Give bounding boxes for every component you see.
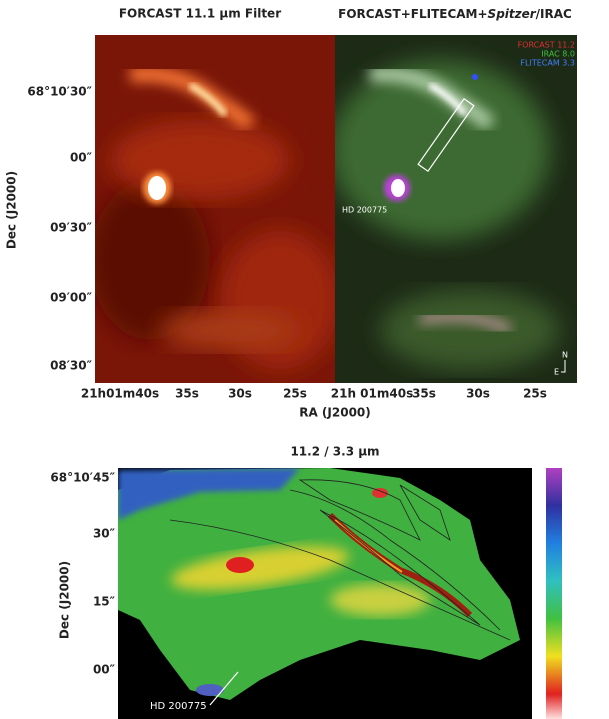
ratio-map [118, 468, 532, 719]
colorbar [546, 468, 562, 719]
x-tick-label: 35s [412, 387, 436, 401]
y-tick-label: 08′30″ [50, 359, 93, 373]
y-axis-title: Dec (J2000) [5, 171, 19, 249]
legend-entry: FORCAST 11.2 [518, 41, 575, 50]
x-tick-label: 30s [466, 387, 490, 401]
y-tick-label: 00″ [93, 663, 116, 677]
x-tick-label: 25s [283, 387, 307, 401]
panel-title: FORCAST 11.1 µm Filter [119, 7, 281, 21]
x-tick-label: 21h 01m40s [331, 387, 413, 401]
y-tick-label: 09′30″ [50, 221, 93, 235]
y-axis-title: Dec (J2000) [58, 561, 72, 639]
x-tick-label: 25s [523, 387, 547, 401]
figure: FORCAST 11.1 µm Filter FORCAST+FLITECAM+… [0, 0, 609, 719]
legend-entry: FLITECAM 3.3 [520, 59, 575, 68]
x-axis-title: RA (J2000) [299, 406, 371, 420]
forcast-image [90, 35, 340, 383]
x-tick-label: 30s [228, 387, 252, 401]
y-tick-label: 09′00″ [50, 291, 93, 305]
panel-title: 11.2 / 3.3 µm [290, 445, 379, 459]
x-tick-label: 35s [175, 387, 199, 401]
y-tick-label: 68°10′30″ [27, 85, 92, 99]
compass-north: N [562, 351, 568, 360]
y-tick-label: 15″ [93, 595, 116, 609]
y-tick-label: 30″ [93, 527, 116, 541]
compass-east: E [554, 368, 559, 377]
star-label: HD 200775 [150, 701, 207, 712]
y-tick-label: 68°10′45″ [50, 471, 115, 485]
panel-title: FORCAST+FLITECAM+Spitzer/IRAC [338, 7, 572, 21]
star-label: HD 200775 [342, 206, 387, 215]
y-tick-label: 00″ [70, 151, 93, 165]
x-tick-label: 21h01m40s [81, 387, 159, 401]
legend-entry: IRAC 8.0 [541, 50, 575, 59]
